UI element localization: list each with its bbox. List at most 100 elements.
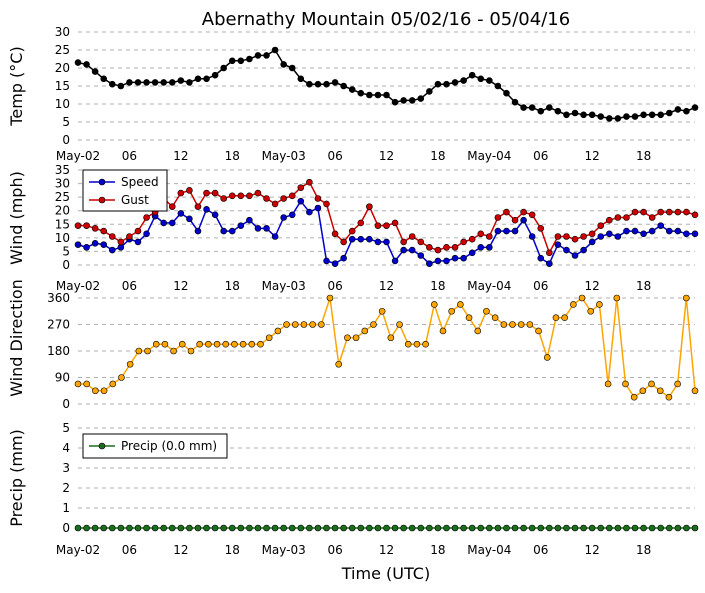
data-point	[587, 307, 595, 315]
data-point	[274, 327, 282, 335]
data-point	[528, 211, 536, 219]
data-point	[297, 184, 305, 191]
data-point	[391, 219, 399, 227]
data-point	[486, 233, 493, 240]
data-point	[374, 524, 382, 532]
data-point	[537, 254, 545, 262]
data-point	[614, 214, 622, 221]
x-tick-label: May-03	[262, 149, 306, 163]
data-point	[460, 238, 467, 246]
data-point	[306, 208, 313, 216]
data-point	[91, 239, 99, 247]
data-point	[357, 235, 365, 243]
data-point	[426, 524, 433, 532]
x-tick-label: 12	[379, 543, 394, 557]
x-tick-label: 06	[533, 543, 548, 557]
data-point	[426, 260, 433, 267]
data-point	[561, 314, 568, 322]
data-point	[271, 200, 279, 208]
data-point	[357, 524, 365, 532]
legend-marker	[98, 196, 106, 204]
data-point	[494, 82, 502, 90]
data-point	[563, 524, 570, 532]
data-point	[477, 75, 485, 83]
data-point	[546, 249, 553, 257]
data-point	[404, 340, 412, 348]
data-point	[526, 321, 534, 328]
data-point	[91, 68, 99, 75]
x-tick-label: May-04	[467, 279, 511, 293]
data-point	[631, 208, 639, 216]
legend: Precip (0.0 mm)	[82, 433, 228, 459]
data-point	[306, 178, 313, 186]
data-point	[118, 374, 125, 381]
data-point	[220, 524, 227, 532]
data-point	[374, 91, 382, 99]
data-point	[554, 107, 562, 115]
data-point	[520, 208, 527, 216]
x-tick-label: 18	[636, 279, 651, 293]
x-tick-label: 12	[173, 149, 188, 163]
data-point	[597, 222, 605, 229]
data-point	[400, 246, 407, 254]
legend-marker	[98, 442, 106, 450]
data-point	[228, 524, 236, 532]
data-point	[211, 211, 219, 219]
data-point	[483, 307, 490, 315]
data-point	[297, 524, 305, 532]
data-point	[554, 241, 562, 248]
data-point	[263, 195, 270, 202]
data-point	[451, 524, 459, 532]
data-point	[288, 211, 296, 219]
data-point	[74, 222, 82, 229]
data-point	[194, 75, 202, 83]
x-tick-label: 06	[327, 279, 342, 293]
data-point	[211, 524, 219, 532]
data-point	[580, 233, 587, 240]
data-point	[186, 215, 193, 223]
y-axis-label: Precip (mm)	[7, 429, 26, 527]
data-point	[257, 340, 264, 348]
data-point	[331, 79, 339, 86]
y-tick-label: 20	[55, 204, 70, 218]
data-point	[100, 524, 108, 532]
data-point	[177, 77, 185, 84]
data-point	[674, 524, 682, 532]
data-point	[383, 91, 390, 99]
y-tick-label: 25	[55, 43, 70, 57]
data-point	[391, 98, 399, 106]
data-point	[614, 233, 622, 240]
y-tick-label: 30	[55, 177, 70, 191]
data-point	[580, 111, 587, 119]
data-point	[486, 244, 493, 251]
data-point	[228, 57, 236, 65]
x-tick-label: 06	[533, 279, 548, 293]
data-point	[543, 354, 551, 361]
data-point	[143, 524, 150, 532]
data-point	[486, 524, 493, 532]
data-point	[340, 254, 347, 262]
data-point	[494, 524, 502, 532]
data-point	[340, 82, 347, 90]
data-point	[271, 524, 279, 532]
data-point	[571, 252, 579, 259]
data-point	[606, 230, 613, 238]
data-point	[280, 195, 287, 202]
data-point	[691, 211, 699, 219]
data-point	[520, 104, 527, 111]
data-point	[108, 524, 116, 532]
data-point	[248, 340, 256, 348]
data-point	[306, 80, 313, 88]
data-point	[614, 524, 622, 532]
data-point	[228, 192, 236, 200]
data-point	[563, 111, 570, 119]
data-point	[457, 301, 464, 308]
data-point	[271, 46, 279, 54]
data-point	[91, 524, 99, 532]
y-tick-label: 15	[55, 217, 70, 231]
data-point	[494, 214, 502, 221]
data-point	[300, 321, 308, 328]
data-point	[511, 216, 519, 224]
